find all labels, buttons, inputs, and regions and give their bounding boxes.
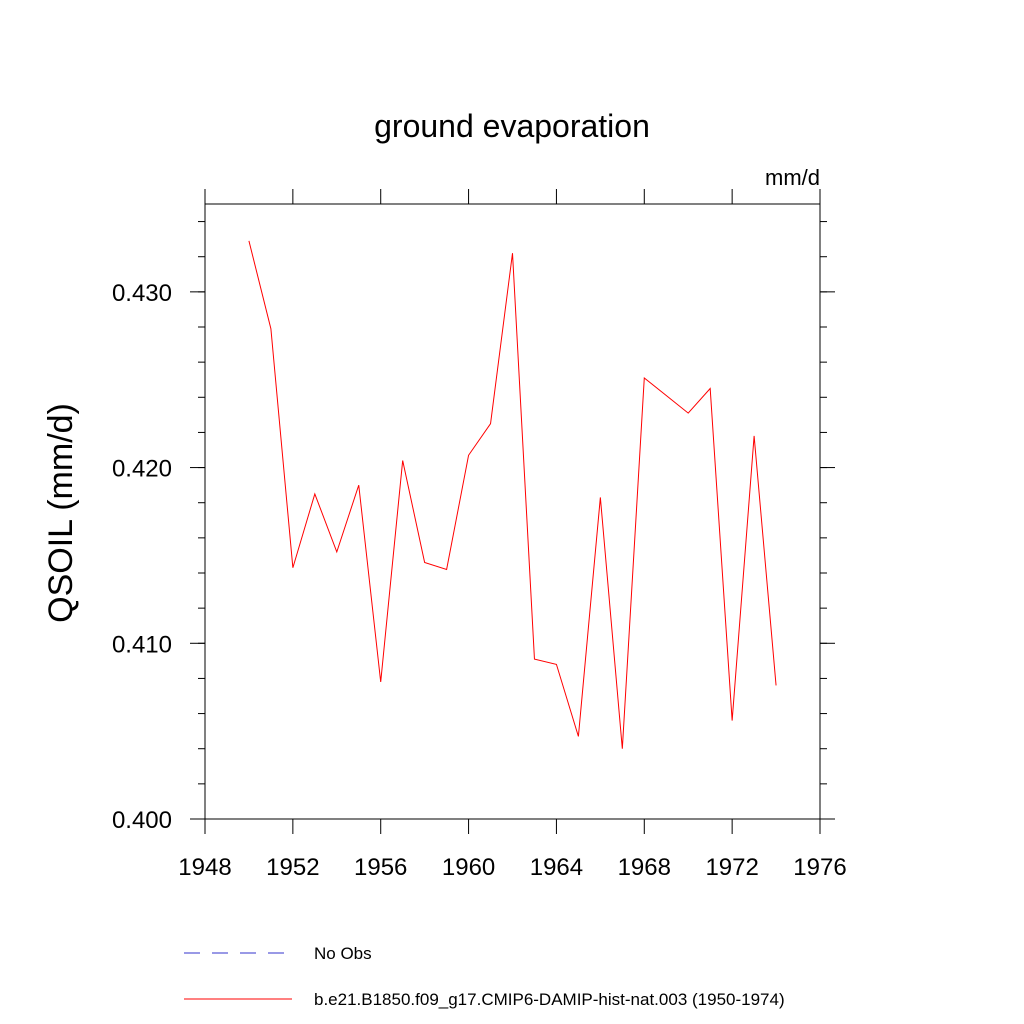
x-tick-label: 1948	[178, 854, 231, 881]
y-tick-label: 0.420	[112, 456, 172, 483]
y-tick-label: 0.430	[112, 280, 172, 307]
y-tick-labels: 0.400 0.410 0.420 0.430	[112, 280, 172, 834]
x-tick-label: 1972	[705, 854, 758, 881]
x-tick-label: 1976	[793, 854, 846, 881]
units-label: mm/d	[765, 165, 820, 190]
y-tick-label: 0.410	[112, 631, 172, 658]
legend: No Obs b.e21.B1850.f09_g17.CMIP6-DAMIP-hi…	[184, 944, 785, 1009]
plot-frame	[204, 203, 821, 820]
legend-label: No Obs	[314, 944, 372, 963]
chart-title: ground evaporation	[374, 108, 650, 144]
legend-label: b.e21.B1850.f09_g17.CMIP6-DAMIP-hist-nat…	[314, 990, 785, 1009]
x-tick-label: 1964	[530, 854, 583, 881]
x-tick-label: 1956	[354, 854, 407, 881]
x-tick-label: 1952	[266, 854, 319, 881]
series-line	[248, 240, 777, 749]
series-layer	[248, 240, 777, 749]
axis-ticks	[190, 189, 835, 834]
y-tick-label: 0.400	[112, 807, 172, 834]
y-axis-label: QSOIL (mm/d)	[42, 403, 80, 623]
x-tick-labels: 1948 1952 1956 1960 1964 1968 1972 1976	[178, 854, 846, 881]
x-tick-label: 1968	[618, 854, 671, 881]
x-tick-label: 1960	[442, 854, 495, 881]
